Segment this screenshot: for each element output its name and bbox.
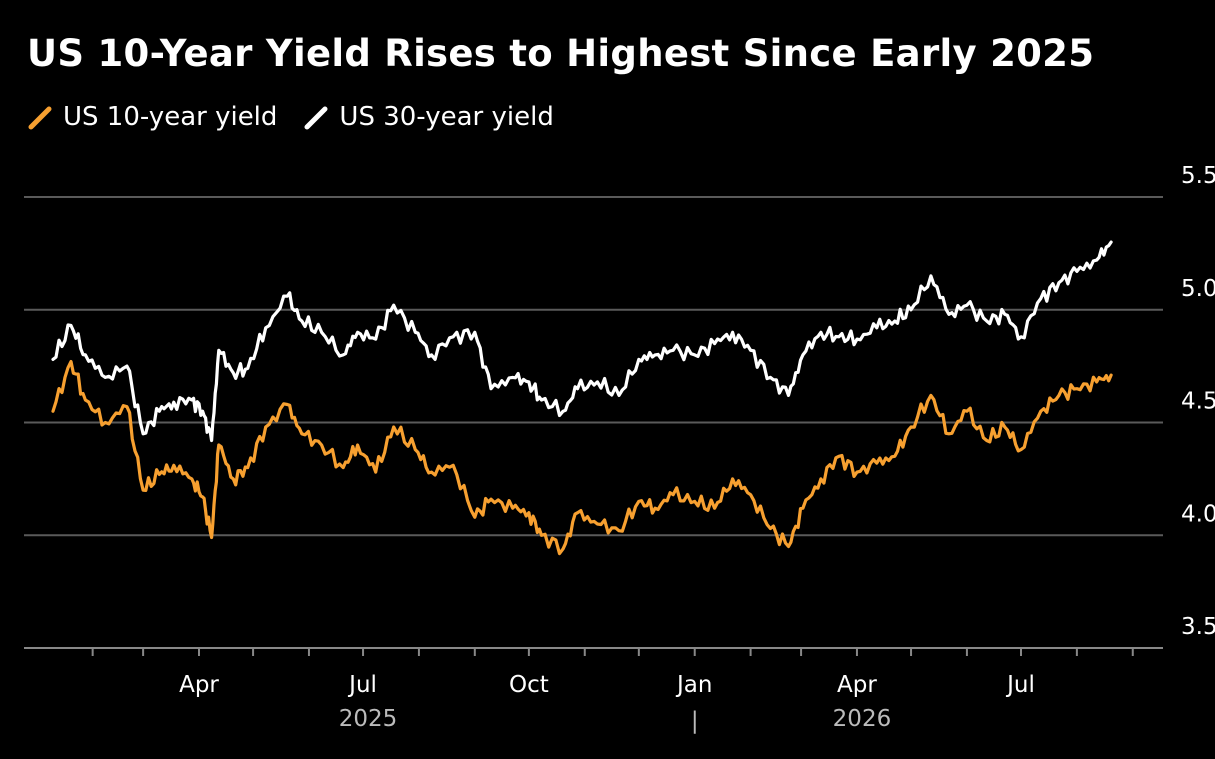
us-30-year-yield-line — [51, 240, 1113, 443]
x-tick-label: Jul — [347, 672, 377, 698]
x-tick-label: Jul — [1005, 672, 1035, 698]
year-separator: | — [691, 708, 699, 734]
legend-item-30y: US 30-year yield — [303, 102, 554, 132]
legend-item-10y: US 10-year yield — [27, 102, 277, 132]
x-year-label: 2025 — [339, 706, 398, 732]
y-tick-label: 4.5 — [1181, 389, 1215, 415]
y-tick-label: 5.0 — [1181, 276, 1215, 302]
legend-swatch-10y — [28, 106, 52, 130]
x-tick-label: Apr — [837, 672, 877, 698]
legend: US 10-year yield US 30-year yield — [27, 102, 580, 132]
y-tick-label: 3.5 — [1181, 614, 1215, 640]
legend-label-10y: US 10-year yield — [63, 102, 278, 132]
y-tick-label: 4.0 — [1181, 501, 1215, 527]
y-tick-label: 5.5% — [1181, 163, 1215, 189]
x-tick-label: Jan — [675, 672, 712, 698]
x-tick-label: Apr — [179, 672, 219, 698]
legend-label-30y: US 30-year yield — [339, 102, 554, 132]
x-tick-label: Oct — [509, 672, 549, 698]
series-lines — [51, 240, 1113, 556]
chart-title: US 10-Year Yield Rises to Highest Since … — [27, 32, 1095, 75]
legend-swatch-30y — [304, 106, 328, 130]
y-axis-ticks: 5.5% 5.0 4.5 4.0 3.5 — [1181, 163, 1215, 640]
x-axis: Apr Jul Oct Jan Apr Jul 2025 2026 | — [91, 648, 1134, 734]
us-10-year-yield-line — [51, 360, 1113, 556]
gridlines — [24, 196, 1163, 649]
x-year-label: 2026 — [833, 706, 892, 732]
